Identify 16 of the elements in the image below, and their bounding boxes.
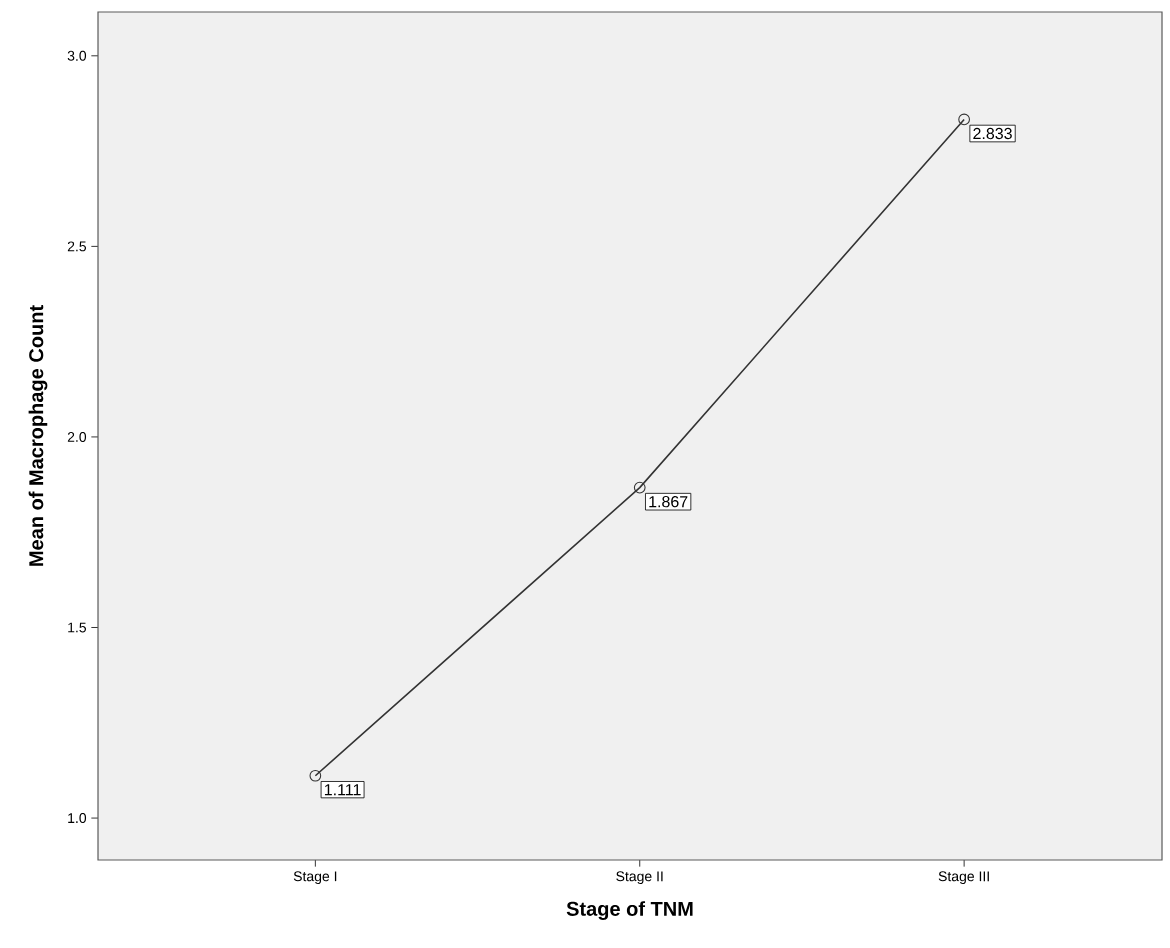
point [309, 769, 322, 782]
y-tick-label: 1.0 [68, 813, 87, 824]
y-tick-label: 3.0 [67, 50, 87, 61]
y-tick-label: 2.0 [67, 431, 87, 442]
data-label: 1.111 [324, 784, 361, 796]
point [958, 113, 970, 126]
x-tick-label: Stage II [616, 871, 663, 885]
x-axis-title: Stage of TNM [566, 901, 693, 920]
x-tick-label: Stage III [938, 871, 989, 885]
y-axis-title: Mean of Macrophage Count [28, 305, 48, 566]
data-label: 1.867 [649, 496, 688, 508]
y-tick-label: 1.5 [68, 622, 87, 633]
data-label: 2.833 [973, 127, 1012, 140]
y-tick-label: 2.5 [67, 241, 87, 252]
point [633, 481, 646, 494]
x-tick-label: Stage I [293, 871, 337, 885]
